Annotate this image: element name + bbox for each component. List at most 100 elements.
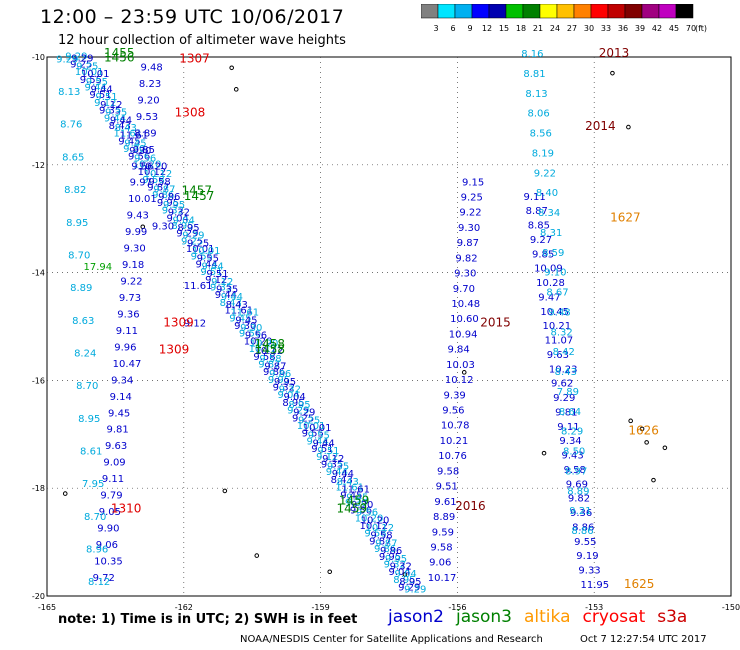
wave-height-label: 9.99 [125, 227, 147, 238]
wave-height-label: 9.58 [430, 542, 452, 553]
plot-frame [46, 56, 732, 597]
swath-value-label: 9.87 [147, 183, 169, 194]
wave-height-label: 8.89 [567, 486, 589, 497]
wave-height-label: 8.70 [84, 512, 106, 523]
time-label: 1310 [111, 501, 142, 515]
swath-value-label: 9.45 [118, 136, 140, 147]
swath-value-label: 8.43 [331, 475, 353, 486]
swath-value-label: 10.20 [244, 336, 273, 347]
wave-height-label: 9.11 [102, 474, 124, 485]
wave-height-label: 10.21 [440, 436, 469, 447]
wave-height-label: 8.24 [74, 348, 96, 359]
swath-value-label: 10.20 [133, 159, 162, 170]
swath-value-label: 9.29 [293, 408, 315, 419]
wave-height-label: 9.06 [96, 540, 118, 551]
swath-value-label: 10.12 [249, 344, 278, 355]
wave-height-label: 9.63 [105, 441, 127, 452]
swath-value-label: 11.61 [230, 308, 259, 319]
x-tick-label: -159 [312, 603, 330, 610]
swath-value-label: 10.01 [192, 246, 221, 257]
wave-height-label: 9.82 [455, 253, 477, 264]
wave-height-label: 9.85 [532, 249, 554, 260]
wave-height-label: 9.14 [110, 392, 132, 403]
wave-height-label: 9.33 [578, 566, 600, 577]
swath-value-label: 9.44 [201, 261, 223, 272]
time-label: 1309 [163, 316, 194, 330]
island-marker [626, 124, 631, 130]
wave-height-label: 9.11 [524, 192, 546, 203]
wave-height-label: 8.82 [64, 185, 86, 196]
island-marker [254, 553, 260, 558]
wave-height-label: 8.86 [572, 522, 594, 533]
wave-height-label: 9.48 [140, 62, 162, 73]
time-label: 1455 [104, 46, 135, 60]
wave-height-label: 10.94 [449, 329, 478, 340]
swath-value-label: 9.30 [234, 321, 256, 332]
wave-height-label: 8.70 [68, 250, 90, 261]
wave-height-label: 9.56 [442, 406, 464, 417]
wave-height-label: 9.72 [93, 573, 115, 584]
swath-value-label: 8.95 [399, 577, 421, 588]
time-label: 1308 [175, 105, 206, 119]
swath-value-label: 9.44 [104, 113, 126, 124]
satellite-legend: jason2 jason3 altika cryosat s3a [388, 607, 699, 627]
map-plot: -165 -162 -159 -156 -153 -150 -10 -12 -14 -16 -18 -… [32, 46, 740, 610]
swath-value-label: 9.30 [123, 144, 145, 155]
wave-height-label: 9.62 [551, 379, 573, 390]
swath-value-label: 10.01 [186, 244, 215, 255]
wave-height-label: 9.45 [108, 408, 130, 419]
wave-height-label: 9.55 [574, 537, 596, 548]
wave-height-label: 9.39 [444, 390, 466, 401]
swath-value-label: 11.61 [119, 131, 148, 142]
time-label: 2016 [455, 499, 486, 513]
swath-value-label: 8.95 [288, 400, 310, 411]
island-marker [229, 65, 234, 71]
wave-height-label: 8.64 [559, 407, 581, 418]
wave-height-label: 9.56 [131, 161, 153, 172]
wave-height-label: 8.12 [88, 577, 110, 588]
wave-height-label: 9.22 [534, 168, 556, 179]
island-marker [628, 418, 633, 424]
swath-value-label: 9.32 [279, 385, 301, 396]
wave-height-label: 10.21 [543, 321, 572, 332]
swath-value-label: 9.29 [287, 406, 309, 417]
island-marker [541, 450, 547, 456]
island-marker [662, 445, 668, 451]
swath-value-label: 10.20 [139, 161, 168, 172]
colorbar-tick-label: 39 [635, 24, 645, 33]
swath-value-label: 9.45 [346, 492, 368, 503]
wave-height-label: 9.30 [152, 221, 174, 232]
swath-value-label: 9.30 [351, 500, 373, 511]
time-label: 2013 [599, 46, 630, 60]
colorbar-unit: (ft) [695, 24, 707, 33]
colorbar-tick-label: 12 [482, 24, 492, 33]
swath-value-label: 9.45 [124, 138, 146, 149]
swath-value-label: 9.58 [259, 354, 281, 365]
wave-height-label: 10.78 [441, 421, 470, 432]
swath-value-label: 9.45 [340, 490, 362, 501]
swath-value-label: 9.04 [284, 392, 306, 403]
island-marker [62, 491, 68, 496]
x-tick-label: -162 [175, 603, 193, 610]
swath-value-label: 9.87 [153, 185, 175, 196]
x-tick-label: -165 [38, 603, 56, 610]
swath-value-label: 9.55 [197, 254, 219, 265]
swath-value-label: 9.95 [157, 198, 179, 209]
wave-height-label: 17.94 [83, 262, 112, 273]
wave-height-label: 9.79 [100, 491, 122, 502]
wave-height-label: 9.84 [447, 345, 469, 356]
y-tick-label: -18 [32, 484, 45, 493]
wave-height-label: 9.09 [103, 458, 125, 469]
wave-height-label: 9.22 [459, 208, 481, 219]
swath-value-label: 9.32 [390, 562, 412, 573]
time-label: 1309 [159, 342, 190, 356]
swath-value-label: 9.58 [253, 352, 275, 363]
swath-value-label: 9.25 [292, 413, 314, 424]
x-tick-label: -150 [722, 603, 740, 610]
legend-s3a: s3a [657, 607, 688, 627]
swath-value-label: 9.95 [379, 552, 401, 563]
swath-value-label: 8.43 [220, 298, 242, 309]
swath-value-label: 9.45 [235, 315, 257, 326]
swath-value-label: 10.01 [81, 69, 110, 80]
wave-height-label: 8.06 [528, 109, 550, 120]
